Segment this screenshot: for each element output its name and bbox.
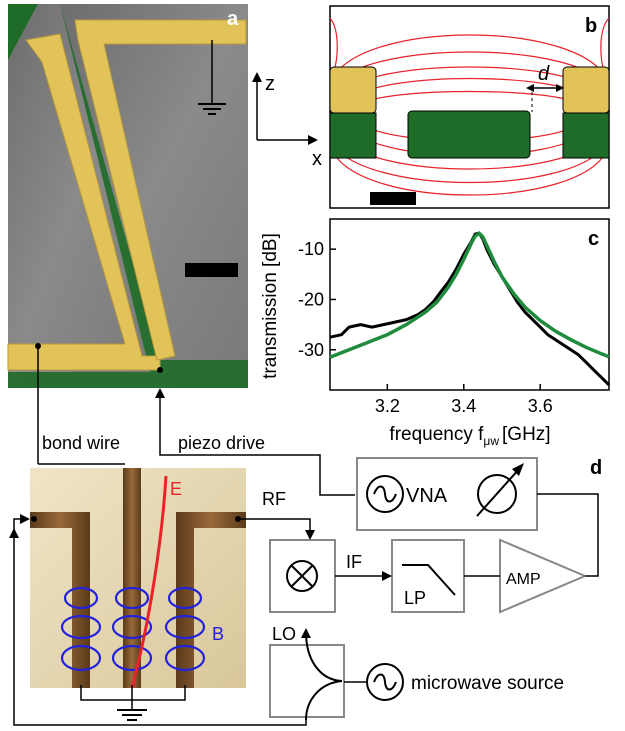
x-tick-label: 3.4 bbox=[451, 396, 476, 416]
y-tick-label: -10 bbox=[298, 239, 324, 259]
panel-c-chart: 3.2 3.4 3.6 -10 -20 -30 c transmission [dB] f… bbox=[260, 218, 611, 448]
panel-label-c: c bbox=[588, 228, 599, 250]
splitter-box bbox=[269, 644, 345, 718]
y-tick-label: -20 bbox=[298, 289, 324, 309]
fit-curve bbox=[329, 231, 610, 359]
gap-label-d: d bbox=[538, 63, 550, 85]
coordinate-axes: z x bbox=[252, 72, 322, 170]
b-field-loops bbox=[60, 586, 206, 672]
y-tick-label: -30 bbox=[298, 340, 324, 360]
x-axis-label: frequency fμw [GHz] bbox=[389, 424, 550, 448]
scale-bar-a bbox=[185, 263, 238, 277]
x-tick-label: 3.2 bbox=[375, 396, 400, 416]
y-axis-label: transmission [dB] bbox=[260, 233, 281, 379]
lp-label: LP bbox=[404, 588, 426, 608]
b-field-label: B bbox=[212, 624, 224, 644]
axis-label-x: x bbox=[312, 148, 322, 170]
panel-a-sem-image: a bbox=[7, 4, 248, 388]
e-field-label: E bbox=[170, 479, 182, 499]
pcb-ground bbox=[80, 685, 186, 721]
vna-label: VNA bbox=[406, 485, 448, 507]
connection-wires bbox=[37, 346, 355, 496]
panel-label-d: d bbox=[590, 457, 602, 479]
lo-label: LO bbox=[272, 624, 296, 644]
scale-bar-b bbox=[370, 192, 416, 205]
panel-label-a: a bbox=[227, 8, 239, 30]
panel-d-circuit: d VNA LP AMP microwave source bbox=[9, 457, 602, 726]
panel-label-b: b bbox=[585, 15, 597, 37]
axis-label-z: z bbox=[265, 73, 275, 95]
microwave-source-label: microwave source bbox=[411, 673, 564, 694]
piezo-drive-label: piezo drive bbox=[178, 433, 265, 453]
amp-label: AMP bbox=[506, 571, 541, 588]
rf-label: RF bbox=[262, 489, 286, 509]
e-field-line bbox=[130, 475, 168, 689]
if-label: IF bbox=[346, 552, 362, 572]
lowpass-filter-box bbox=[391, 539, 465, 613]
bond-wire-label: bond wire bbox=[42, 433, 120, 453]
panel-b-field-diagram: d b bbox=[329, 5, 610, 209]
pcb-photo: E B bbox=[30, 468, 246, 689]
x-tick-label: 3.6 bbox=[528, 396, 553, 416]
